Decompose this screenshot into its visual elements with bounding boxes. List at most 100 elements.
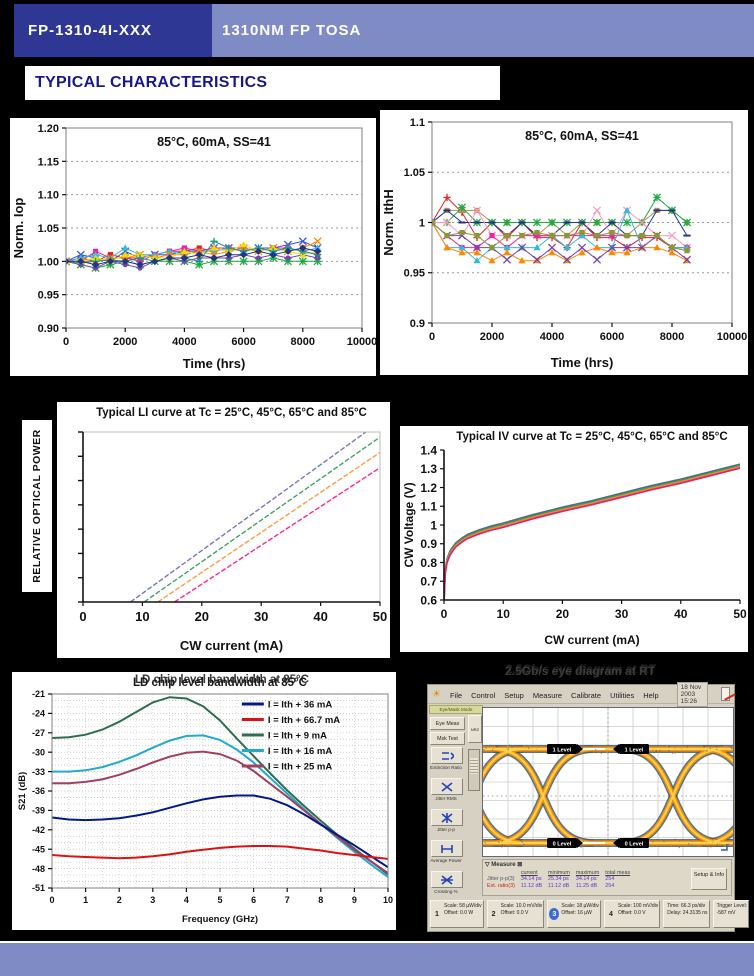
scope-channel-button-x4[interactable]: Time: 66.3 ps/div Delay: 24.3135 ns: [663, 900, 710, 928]
svg-text:0.6: 0.6: [420, 593, 437, 607]
svg-text:0: 0: [79, 609, 86, 624]
average-power-icon: [441, 844, 453, 853]
svg-text:85°C, 60mA, SS=41: 85°C, 60mA, SS=41: [157, 135, 271, 149]
scope-channel-button-2[interactable]: 2 Scale: 10.0 mV/div Offset: 0.0 V: [486, 900, 545, 928]
measure-tab[interactable]: ▽ Measure ⊠: [485, 862, 523, 868]
scope-menu-setup[interactable]: Setup: [504, 691, 524, 700]
svg-text:-45: -45: [32, 844, 45, 854]
slider-thumb[interactable]: [470, 758, 478, 774]
svg-text:7: 7: [285, 895, 290, 905]
scope-menu-calibrate[interactable]: Calibrate: [571, 691, 602, 700]
svg-text:1.3: 1.3: [420, 462, 437, 476]
chart-panel-norm-iop: 0 2000 4000 6000 8000 10000 0.90 0.95 1.00 1.05 1.…: [10, 118, 376, 376]
relative-optical-power-label-box: RELATIVE OPTICAL POWER: [22, 420, 52, 592]
chart-panel-norm-ithh: 0 2000 4000 6000 8000 10000 0.9 0.95 1 1.05 1.1 85°…: [380, 110, 748, 375]
scope-tool-label: Average Power: [430, 858, 462, 863]
scope-tool-label: Extinction Ratio: [430, 765, 462, 770]
svg-text:40: 40: [674, 607, 688, 621]
svg-text:0.8: 0.8: [420, 556, 437, 570]
scope-menu-help[interactable]: Help: [643, 691, 659, 700]
scope-menu-control[interactable]: Control: [471, 691, 496, 700]
scope-tool-jitter-p-p[interactable]: [431, 809, 463, 826]
chart-iop-series: [66, 237, 322, 273]
scope-menu-file[interactable]: File: [449, 691, 463, 700]
chart-bandwidth: 0 1 2 3 4 5 6 7 8 9 10 -51 -48 -45 -42 -39 -36 -33 -30 -27 -…: [12, 672, 396, 930]
svg-text:0.9: 0.9: [420, 537, 437, 551]
chart-panel-li-curve: 0 10 20 30 40 50 Typical LI curve at Tc = 25°C…: [57, 402, 390, 658]
svg-text:1: 1: [430, 518, 437, 532]
scope-button-msk-test[interactable]: Msk Test: [430, 732, 465, 745]
scope-tool-label: Crossing %: [434, 889, 458, 894]
svg-text:-39: -39: [32, 806, 45, 816]
scope-vertical-slider[interactable]: [468, 749, 480, 791]
svg-text:0 Level: 0 Level: [625, 841, 644, 847]
svg-text:30: 30: [615, 607, 629, 621]
svg-text:4000: 4000: [540, 331, 564, 343]
part-number: FP-1310-4I-XXX: [28, 22, 153, 39]
svg-text:8000: 8000: [291, 336, 315, 348]
scope-tool-label: Jitter RMS: [435, 796, 457, 801]
svg-text:0.9: 0.9: [410, 318, 425, 330]
svg-text:10000: 10000: [347, 336, 376, 348]
scope-print-icon[interactable]: [720, 687, 730, 701]
scope-channel-button-1[interactable]: 1 Scale: 58 µW/div Offset: 0.0 W: [430, 900, 484, 928]
svg-text:-48: -48: [32, 864, 45, 874]
chart-iv-curve: 0 10 20 30 40 50 0.6 0.7 0.8 0.9 1 1.1 1.2 1.3 1.4 Typi…: [400, 426, 748, 652]
svg-text:I = Ith + 16 mA: I = Ith + 16 mA: [268, 746, 333, 757]
svg-text:1.2: 1.2: [420, 481, 437, 495]
setup-info-button[interactable]: Setup & Info: [691, 868, 727, 890]
eye-diagram-plot: 1 Level 1 Level 0 Level 0 Level: [482, 707, 734, 857]
scope-tool-jitter-rms[interactable]: [431, 778, 463, 795]
svg-text:50: 50: [733, 607, 747, 621]
scope-button-nrz[interactable]: NRZ: [468, 715, 482, 743]
section-title-box: TYPICAL CHARACTERISTICS: [25, 66, 500, 100]
svg-text:10: 10: [135, 609, 149, 624]
svg-text:3: 3: [150, 895, 155, 905]
chart-norm-iop: 0 2000 4000 6000 8000 10000 0.90 0.95 1.00 1.05 1.…: [10, 118, 376, 376]
scope-menu-utilities[interactable]: Utilities: [610, 691, 635, 700]
svg-text:-30: -30: [32, 747, 45, 757]
svg-text:20: 20: [556, 607, 570, 621]
svg-text:0.7: 0.7: [420, 575, 437, 589]
scope-button-eye-meas[interactable]: Eye Meas: [430, 717, 465, 730]
svg-text:1.15: 1.15: [38, 156, 59, 168]
svg-text:CW Voltage (V): CW Voltage (V): [402, 482, 416, 567]
svg-text:Time (hrs): Time (hrs): [551, 355, 614, 370]
scope-tool-average-power[interactable]: [431, 840, 463, 857]
scope-channel-button-3[interactable]: 3 Scale: 18 µW/div Offset: 16 µW: [547, 900, 601, 928]
channel-number: 1: [435, 910, 439, 918]
svg-text:Frequency (GHz): Frequency (GHz): [182, 914, 258, 925]
chart-ith-series: [432, 193, 692, 264]
svg-text:Norm. Iop: Norm. Iop: [11, 198, 26, 259]
svg-text:0: 0: [441, 607, 448, 621]
svg-text:0.90: 0.90: [38, 323, 59, 335]
jitter-p-p-icon: [441, 812, 453, 823]
footer-bar: [0, 941, 754, 976]
scope-channel-button-4[interactable]: 4 Scale: 100 mV/div Offset: 0.0 V: [603, 900, 661, 928]
scope-measure-panel: ▽ Measure ⊠ current minimum maximum total m…: [482, 859, 732, 896]
scope-channel-button-x5[interactable]: Trigger Level: -587 mV: [712, 900, 749, 928]
scope-tool-extinction-ratio[interactable]: [431, 747, 463, 764]
svg-text:50: 50: [373, 609, 387, 624]
svg-text:CW current (mA): CW current (mA): [544, 633, 639, 647]
chart-li-curve: 0 10 20 30 40 50 Typical LI curve at Tc = 25°C…: [57, 402, 390, 658]
eye-diagram-title: 2.5Gb/s eye diagram at RT: [504, 664, 656, 678]
chart-norm-ithh: 0 2000 4000 6000 8000 10000 0.9 0.95 1 1.05 1.1 85°…: [380, 110, 748, 375]
svg-text:1 Level: 1 Level: [625, 747, 644, 753]
svg-text:1.4: 1.4: [420, 443, 437, 457]
svg-text:10000: 10000: [717, 331, 748, 343]
svg-text:1.1: 1.1: [410, 117, 425, 129]
svg-text:0: 0: [63, 336, 69, 348]
svg-text:-24: -24: [32, 709, 45, 719]
svg-text:Typical IV curve at Tc = 25°C,: Typical IV curve at Tc = 25°C, 45°C, 65°…: [456, 431, 727, 443]
measure-table: current minimum maximum total meas Jitter p-…: [487, 870, 636, 890]
channel-number: 2: [491, 910, 496, 918]
svg-text:2000: 2000: [113, 336, 137, 348]
scope-menu-measure[interactable]: Measure: [532, 691, 563, 700]
svg-text:I = Ith + 25 mA: I = Ith + 25 mA: [268, 761, 333, 772]
part-number-banner: FP-1310-4I-XXX: [14, 4, 212, 57]
scope-tool-crossing-[interactable]: [431, 871, 463, 888]
svg-text:2000: 2000: [480, 331, 504, 343]
svg-text:LD chip level bandwidth at 85°: LD chip level bandwidth at 85°C: [135, 674, 309, 686]
